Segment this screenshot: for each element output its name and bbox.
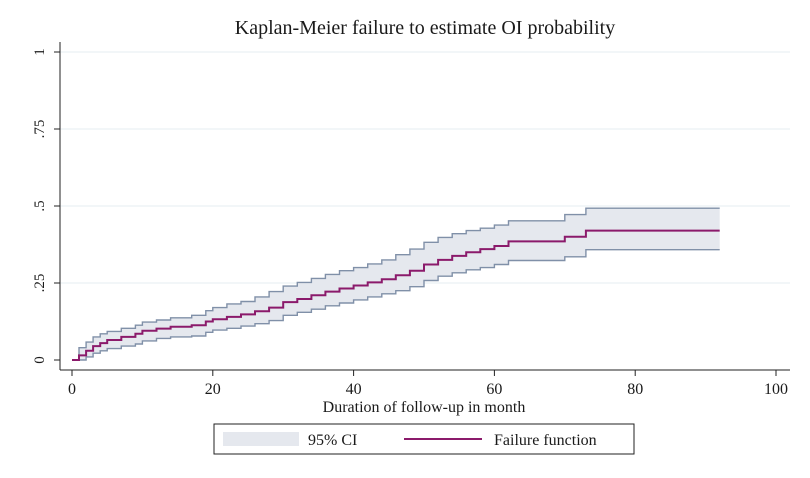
x-tick-label: 60 (486, 381, 502, 398)
x-tick-label: 80 (627, 381, 643, 398)
series-lines (72, 207, 720, 361)
y-tick-label: 1 (32, 48, 48, 56)
grid-lines (60, 51, 790, 284)
ci-lower-line (72, 249, 720, 361)
ci-band (72, 208, 720, 360)
chart-title: Kaplan-Meier failure to estimate OI prob… (235, 17, 615, 39)
ci-upper-line (72, 207, 720, 361)
legend-ci-label: 95% CI (308, 432, 357, 449)
y-tick-label: 0 (32, 356, 48, 364)
y-tick-label: .75 (32, 120, 48, 139)
x-axis-label: Duration of follow-up in month (323, 399, 526, 416)
x-tick-label: 100 (764, 381, 788, 398)
y-tick-label: .5 (32, 200, 48, 211)
axes: 0 .25 .5 .75 1 0 20 40 60 80 100 (32, 42, 790, 398)
y-tick-label: .25 (32, 274, 48, 293)
x-tick-label: 20 (205, 381, 221, 398)
legend: 95% CI Failure function (213, 423, 635, 455)
x-tick-label: 0 (68, 381, 76, 398)
failure-function-line (72, 229, 720, 361)
x-tick-label: 40 (346, 381, 362, 398)
legend-failure-label: Failure function (494, 432, 597, 449)
legend-ci-swatch (223, 432, 299, 446)
